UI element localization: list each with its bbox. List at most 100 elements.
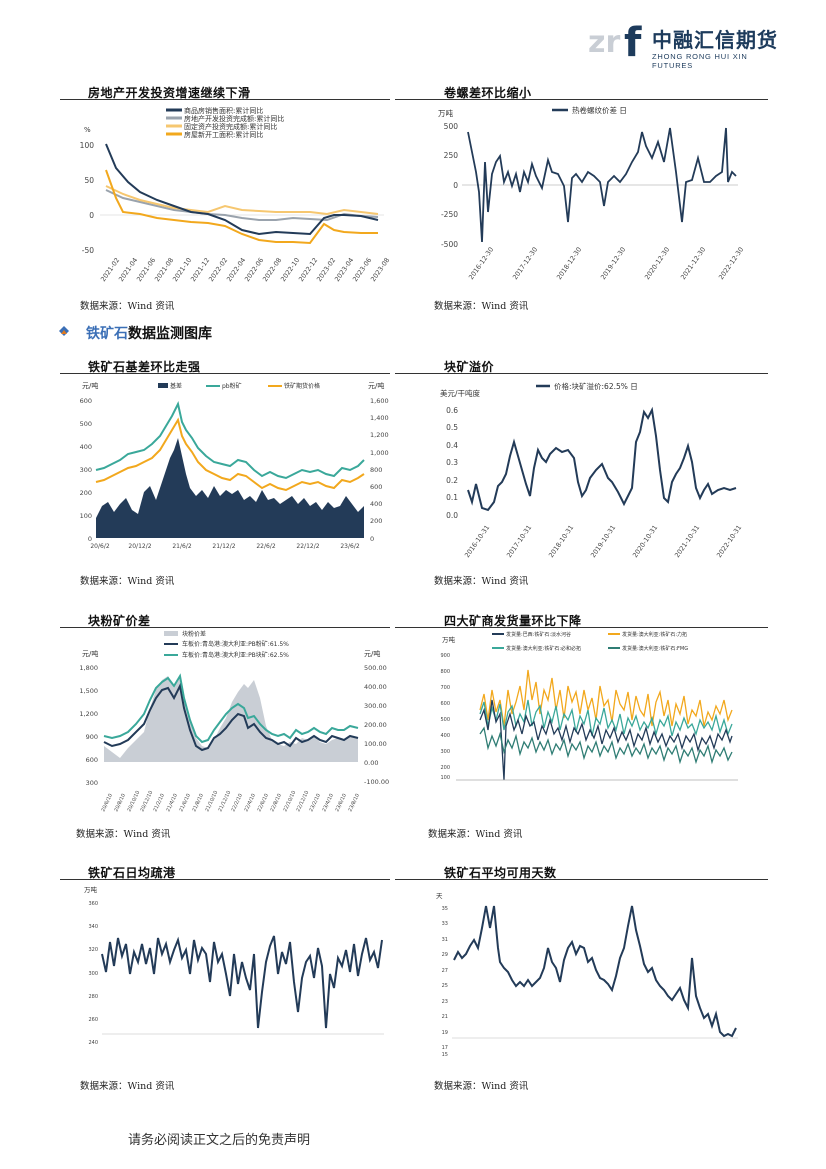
y-tick: 300 xyxy=(440,749,450,755)
y-tick: 800 xyxy=(440,669,450,675)
y-tick: 21 xyxy=(442,1014,448,1020)
svg-text:20/6/2: 20/6/2 xyxy=(90,543,109,550)
series-line xyxy=(479,726,733,765)
chart-big-four-shipments: 万吨 发货量:巴西:铁矿石:淡水河谷 发货量:澳大利亚:铁矿石:力拓 发货量:澳… xyxy=(440,631,738,781)
y-tick: 500.00 xyxy=(364,664,387,672)
y-tick: 0.00 xyxy=(364,759,378,767)
title-rule xyxy=(395,373,768,374)
company-name-en: ZHONG RONG HUI XIN FUTURES xyxy=(652,52,748,70)
logo-mark-icon: zr f xyxy=(588,20,642,60)
y-unit-right: 元/吨 xyxy=(364,649,380,658)
title-rule xyxy=(60,373,390,374)
data-source: 数据来源：Wind 资讯 xyxy=(80,301,175,312)
svg-text:2019-12-30: 2019-12-30 xyxy=(599,246,627,282)
y-tick: -250 xyxy=(441,210,458,219)
y-tick: 1,800 xyxy=(79,664,98,672)
y-tick: -500 xyxy=(441,240,458,249)
y-tick: 240 xyxy=(88,1040,98,1046)
y-tick: 300 xyxy=(88,971,98,977)
x-ticks: 2016-12-30 2017-12-30 2018-12-30 2019-12… xyxy=(467,246,744,282)
y-unit: 美元/干吨度 xyxy=(440,388,481,398)
section-heading: 铁矿石数据监测图库 xyxy=(86,323,212,343)
data-source: 数据来源：Wind 资讯 xyxy=(76,829,171,840)
svg-text:21/4/10: 21/4/10 xyxy=(165,793,179,813)
series-line xyxy=(101,935,383,1029)
section-heading-rest: 数据监测图库 xyxy=(128,326,212,342)
y-unit-left: 元/吨 xyxy=(82,381,98,390)
legend-label: 房屋新开工面积:累计同比 xyxy=(184,130,263,139)
svg-text:2020-12-30: 2020-12-30 xyxy=(643,246,671,282)
disclaimer-footer: 请务必阅读正文之后的免责声明 xyxy=(128,1133,311,1148)
y-tick: 1,600 xyxy=(370,397,389,405)
y-tick: 0.6 xyxy=(446,406,458,415)
svg-text:2017-10-31: 2017-10-31 xyxy=(505,524,533,560)
x-ticks: 20/6/10 20/8/10 20/10/10 20/12/10 21/2/1… xyxy=(100,790,361,813)
y-tick: 0 xyxy=(89,211,94,220)
series-line xyxy=(105,143,379,236)
svg-text:21/6/2: 21/6/2 xyxy=(172,543,191,550)
chart-title-hrc-rebar: 卷螺差环比缩小 xyxy=(444,86,532,100)
y-tick: 200.00 xyxy=(364,721,387,729)
svg-text:22/8/10: 22/8/10 xyxy=(269,793,283,813)
y-tick: 200 xyxy=(370,517,382,525)
y-tick: 0.2 xyxy=(446,476,458,485)
y-tick: 300 xyxy=(86,779,98,787)
y-tick: 0 xyxy=(88,535,92,543)
svg-text:2017-12-30: 2017-12-30 xyxy=(511,246,539,282)
y-tick: 400 xyxy=(80,443,92,451)
y-tick: 600 xyxy=(86,756,98,764)
data-source: 数据来源：Wind 资讯 xyxy=(80,576,175,587)
chart-title-available-days: 铁矿石平均可用天数 xyxy=(444,866,557,880)
legend-label: 房地产开发投资完成额:累计同比 xyxy=(184,114,284,123)
y-tick: 0.1 xyxy=(446,493,458,502)
svg-text:21/2/10: 21/2/10 xyxy=(152,793,166,813)
y-unit: 万吨 xyxy=(84,885,98,894)
company-name-cn: 中融汇信期货 xyxy=(652,28,778,52)
y-tick: 29 xyxy=(442,952,448,958)
x-ticks: 2021-02 2021-04 2021-06 2021-08 2021-10 … xyxy=(99,256,390,283)
legend-label: pb粉矿 xyxy=(222,382,242,390)
chart-hrc-rebar-spread: 万吨 热卷螺纹价差 日 500 250 0 -250 -500 2016-12-… xyxy=(438,105,744,282)
y-tick: 1,000 xyxy=(370,449,389,457)
y-tick: 27 xyxy=(442,968,448,974)
series-line xyxy=(479,699,733,781)
series-line xyxy=(467,406,737,512)
y-tick: 400 xyxy=(370,500,382,508)
data-source: 数据来源：Wind 资讯 xyxy=(434,576,529,587)
title-rule xyxy=(60,99,390,100)
y-tick: 500 xyxy=(80,420,92,428)
series-line xyxy=(105,185,379,216)
y-tick: 0 xyxy=(453,181,458,190)
y-tick: 500 xyxy=(440,717,450,723)
series-line xyxy=(453,905,737,1038)
legend-label: 发货量:澳大利亚:铁矿石:FMG xyxy=(622,645,688,652)
svg-text:21/8/10: 21/8/10 xyxy=(191,793,205,813)
svg-text:2018-10-31: 2018-10-31 xyxy=(547,524,575,560)
y-tick: 100 xyxy=(80,512,92,520)
y-tick: 35 xyxy=(442,906,448,912)
legend-label: 热卷螺纹价差 日 xyxy=(572,105,627,115)
y-tick: 0 xyxy=(370,535,374,543)
y-tick: 250 xyxy=(444,151,459,160)
svg-text:f: f xyxy=(624,20,642,60)
title-rule xyxy=(395,99,768,100)
y-tick: -100.00 xyxy=(364,778,389,786)
y-unit: 万吨 xyxy=(442,635,456,644)
y-tick: 360 xyxy=(88,901,98,907)
svg-text:2021-12-30: 2021-12-30 xyxy=(679,246,707,282)
company-logo: zr f 中融汇信期货 ZHONG RONG HUI XIN FUTURES xyxy=(588,18,788,70)
y-tick: 1,200 xyxy=(370,431,389,439)
y-tick: 31 xyxy=(442,937,448,943)
svg-text:22/6/10: 22/6/10 xyxy=(256,793,270,813)
svg-text:2022-12-30: 2022-12-30 xyxy=(717,246,744,282)
y-tick: 300.00 xyxy=(364,702,387,710)
chart-title-lump-premium: 块矿溢价 xyxy=(444,360,495,374)
y-tick: 0.3 xyxy=(446,458,458,467)
futures-price-line xyxy=(95,417,365,492)
y-unit: 天 xyxy=(436,892,443,900)
y-tick: 100 xyxy=(440,775,450,781)
chart-title-real-estate: 房地产开发投资增速继续下滑 xyxy=(88,86,251,100)
y-unit: % xyxy=(84,126,91,134)
svg-text:2016-12-30: 2016-12-30 xyxy=(467,246,495,282)
y-tick: 25 xyxy=(442,983,448,989)
